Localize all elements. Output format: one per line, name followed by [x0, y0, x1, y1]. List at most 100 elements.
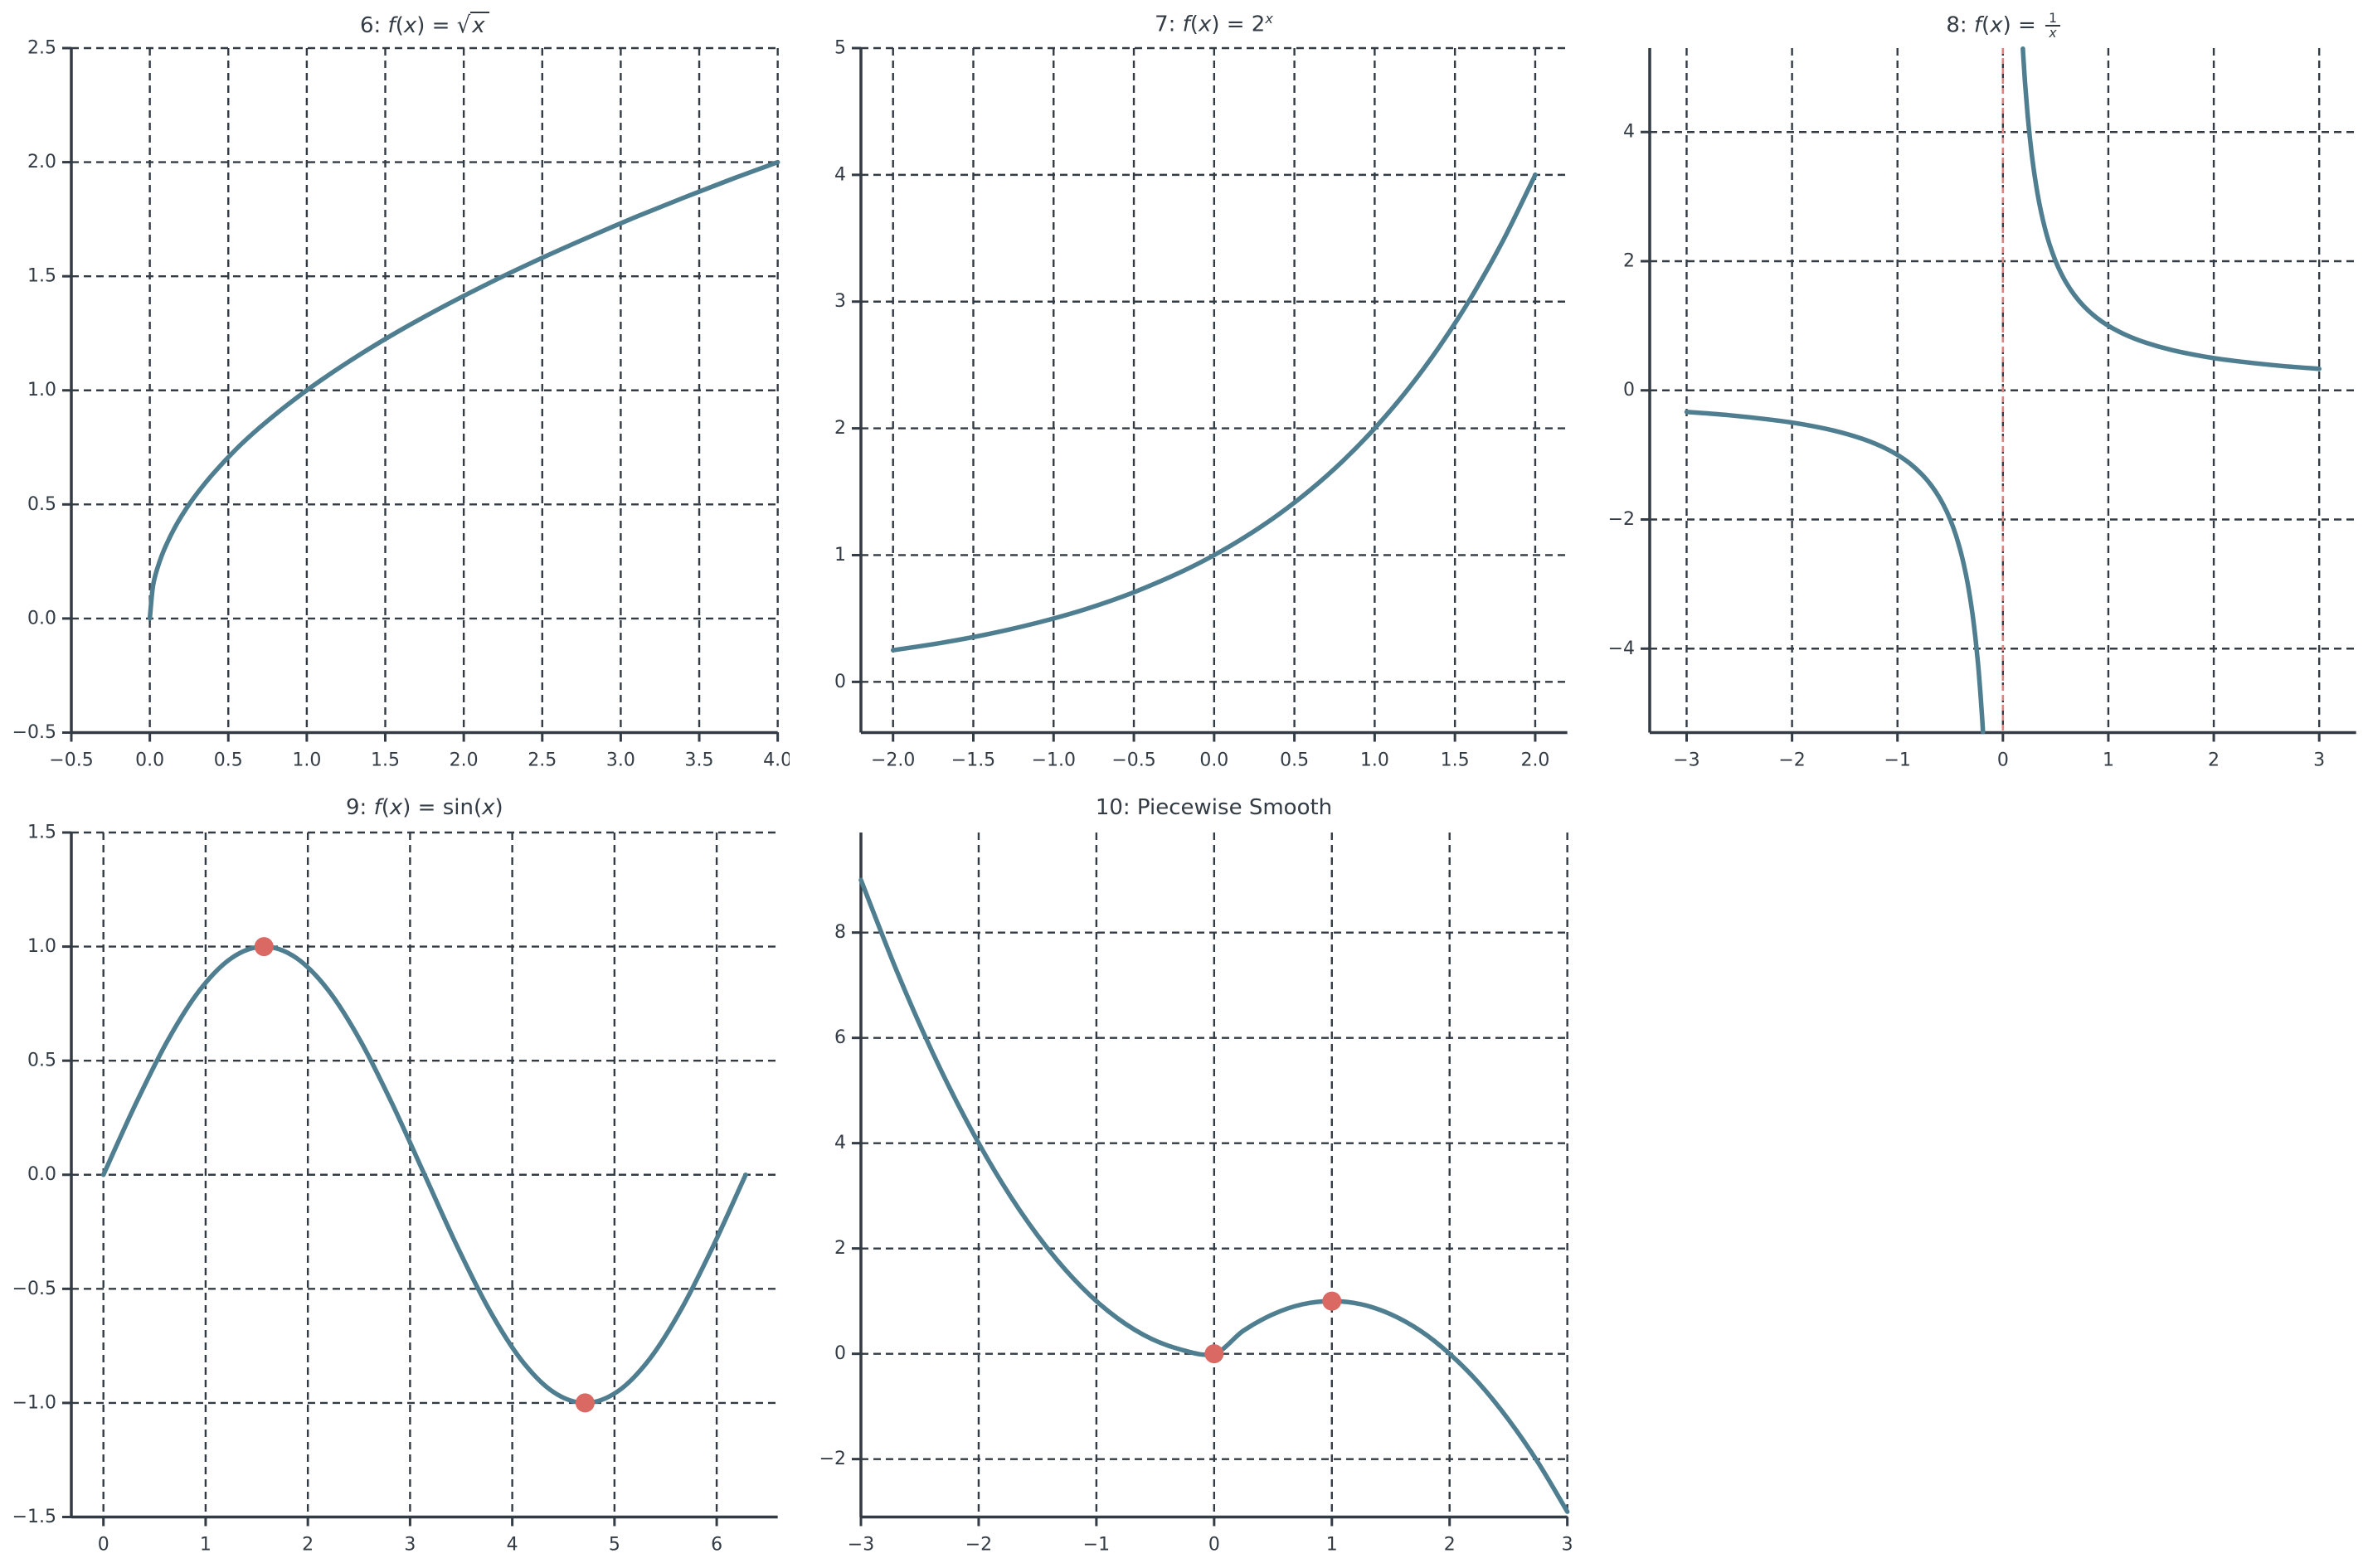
plot-svg: −3 −2 −1 0 1 2 3 −4 −2 0 2 4	[1608, 46, 2356, 771]
y-tick-label: −2	[1608, 509, 1635, 530]
x-tick-label: −2	[1779, 750, 1806, 770]
tick-labels: −3 −2 −1 0 1 2 3 −4 −2 0 2 4	[1608, 122, 2326, 771]
y-tick-label: −2	[819, 1449, 845, 1469]
y-tick-label: 1.5	[27, 266, 56, 287]
plot-title: 9: f(x) = sin(x)	[345, 794, 503, 820]
x-tick-label: 1	[200, 1534, 212, 1555]
x-tick-label: 5	[609, 1534, 620, 1555]
y-tick-label: 2.0	[27, 152, 56, 172]
tick-labels: 0 1 2 3 4 5 6 −1.5 −1.0 −0.5 0.0 0.5 1.0 1.5	[12, 822, 722, 1555]
grid-lines	[859, 832, 1568, 1517]
y-tick-label: −1.0	[12, 1392, 56, 1413]
x-tick-label: 3	[1561, 1534, 1573, 1555]
tick-marks	[61, 46, 780, 742]
grid-lines	[70, 46, 779, 734]
x-tick-label: 3.5	[685, 750, 714, 770]
x-tick-label: −3	[847, 1534, 873, 1555]
x-tick-label: 0	[98, 1534, 109, 1555]
x-tick-label: 1	[2103, 750, 2114, 770]
x-tick-label: 1.5	[371, 750, 400, 770]
subplot-piecewise: 10: Piecewise Smooth −3 −2 −1 0 1 2 3 −2 0 2 4 6 8	[790, 784, 1579, 1568]
x-tick-label: 0	[1997, 750, 2009, 770]
y-tick-label: 4	[1623, 122, 1635, 143]
x-tick-label: 0.5	[1280, 750, 1309, 770]
y-tick-label: 2	[834, 418, 846, 439]
y-tick-label: 0.5	[27, 1050, 56, 1070]
x-tick-label: −1.0	[1031, 750, 1075, 770]
x-tick-label: 4.0	[763, 750, 789, 770]
x-tick-label: −3	[1674, 750, 1700, 770]
subplot-sine: 9: f(x) = sin(x) 0 1 2 3 4 5 6 −1.5 −1.0 −0.5 0.0 0.…	[0, 784, 790, 1568]
x-tick-label: 1	[1325, 1534, 1337, 1555]
marker-point	[575, 1392, 595, 1412]
x-tick-label: 0.5	[214, 750, 243, 770]
y-tick-label: 0.0	[27, 1164, 56, 1185]
x-tick-label: 0.0	[1199, 750, 1228, 770]
y-tick-label: −4	[1608, 638, 1635, 659]
x-tick-label: 6	[711, 1534, 722, 1555]
y-tick-label: 1	[834, 545, 846, 566]
y-tick-label: 1.0	[27, 380, 56, 400]
curve-path	[890, 172, 1538, 653]
tick-marks	[851, 46, 1537, 742]
curve-path	[147, 159, 780, 621]
marker-point	[254, 936, 274, 956]
tick-labels: −3 −2 −1 0 1 2 3 −2 0 2 4 6 8	[819, 922, 1573, 1555]
plot-svg: −0.5 0.0 0.5 1.0 1.5 2.0 2.5 3.0 3.5 4.0 −0.5 0.0 0.…	[12, 38, 790, 771]
y-tick-label: −1.5	[12, 1506, 56, 1527]
tick-marks	[1641, 130, 2321, 742]
x-tick-label: 0	[1208, 1534, 1219, 1555]
y-tick-label: 0.5	[27, 494, 56, 515]
subplot-sqrt: 6: f(x) = √x −0.5 0.0 0.5 1.0 1.5 2.0 2.5 3.0 3.5…	[0, 0, 790, 784]
marker-point	[1321, 1291, 1341, 1311]
grid-lines	[1650, 48, 2356, 733]
subplot-exp2: 7: f(x) = 2x −2.0 −1.5 −1.0 −0.5 0.0 0.5 1.0 1.5…	[790, 0, 1579, 784]
y-tick-label: 3	[834, 291, 846, 312]
x-tick-label: 2.5	[528, 750, 557, 770]
plot-svg: −3 −2 −1 0 1 2 3 −2 0 2 4 6 8	[819, 832, 1573, 1555]
plot-svg: −2.0 −1.5 −1.0 −0.5 0.0 0.5 1.0 1.5 2.0 0 1 2 3 4 5	[834, 38, 1568, 771]
y-tick-label: 2	[1623, 250, 1635, 271]
y-tick-label: 4	[834, 1133, 846, 1153]
y-tick-label: 0.0	[27, 608, 56, 629]
x-tick-label: −1.5	[951, 750, 994, 770]
plot-title: 10: Piecewise Smooth	[1095, 794, 1333, 820]
x-tick-label: −1	[1884, 750, 1911, 770]
x-tick-label: 2	[302, 1534, 314, 1555]
plot-svg: 0 1 2 3 4 5 6 −1.5 −1.0 −0.5 0.0 0.5 1.0 1.5	[12, 822, 778, 1555]
y-tick-label: 5	[834, 38, 846, 59]
empty-cell	[1578, 784, 2368, 1568]
x-tick-label: 0.0	[135, 750, 164, 770]
y-tick-label: 0	[834, 1343, 846, 1364]
x-tick-label: 1.5	[1440, 750, 1469, 770]
y-tick-label: 4	[834, 164, 846, 185]
x-tick-label: −0.5	[1111, 750, 1155, 770]
tick-marks	[851, 930, 1568, 1526]
x-tick-label: −0.5	[49, 750, 93, 770]
tick-labels: −2.0 −1.5 −1.0 −0.5 0.0 0.5 1.0 1.5 2.0 0 1 2 3 4 5	[834, 38, 1549, 771]
y-tick-label: 0	[834, 672, 846, 692]
x-tick-label: 4	[507, 1534, 518, 1555]
y-tick-label: 2	[834, 1238, 846, 1259]
plot-title: 6: f(x) = √x	[71, 12, 778, 39]
tick-labels: −0.5 0.0 0.5 1.0 1.5 2.0 2.5 3.0 3.5 4.0 −0.5 0.0 0.…	[12, 38, 790, 771]
tick-marks	[61, 831, 718, 1526]
y-tick-label: 8	[834, 922, 846, 943]
x-tick-label: 2.0	[1520, 750, 1549, 770]
x-tick-label: 2.0	[450, 750, 479, 770]
subplot-recip: 8: f(x) = 1 x −3 −2 −1 0 1 2 3 −4 −2 0 2 4	[1578, 0, 2368, 784]
x-tick-label: 3	[2313, 750, 2325, 770]
y-tick-label: 0	[1623, 380, 1635, 400]
x-tick-label: 1.0	[1360, 750, 1389, 770]
x-tick-label: 3	[404, 1534, 416, 1555]
marker-point	[1203, 1343, 1223, 1363]
x-tick-label: −1	[1082, 1534, 1109, 1555]
y-tick-label: 2.5	[27, 38, 56, 59]
curve-path	[2020, 46, 2322, 371]
curve-path	[100, 944, 748, 1405]
x-tick-label: 2	[2208, 750, 2220, 770]
x-tick-label: 2	[1443, 1534, 1455, 1555]
y-tick-label: 1.5	[27, 822, 56, 842]
